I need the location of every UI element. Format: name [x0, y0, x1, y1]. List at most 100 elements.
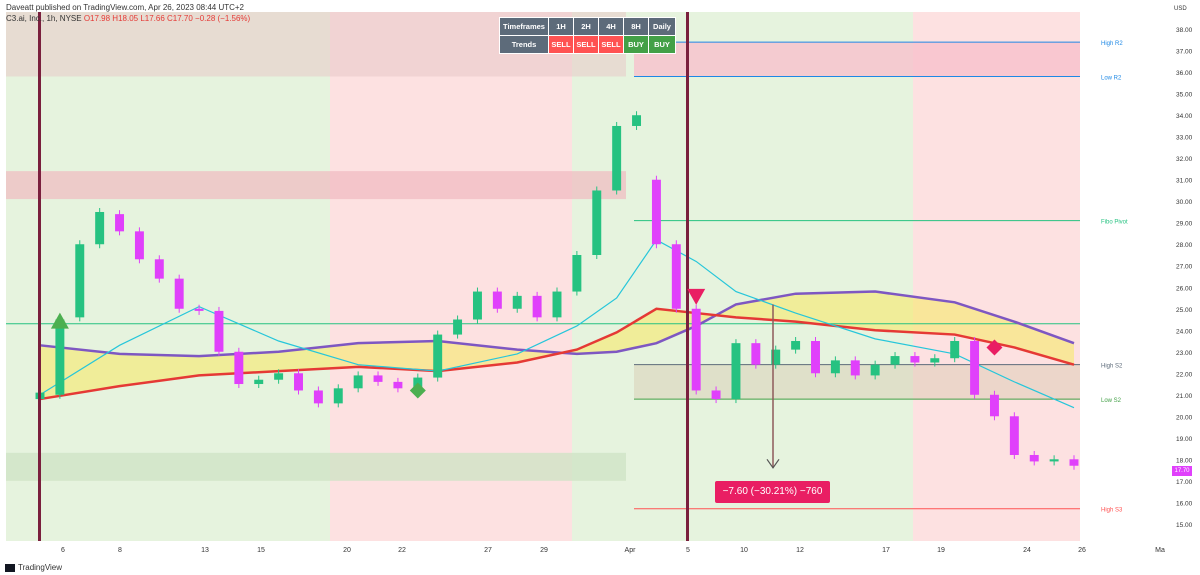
trend-zones [6, 12, 1080, 541]
candle-body [850, 360, 860, 376]
tf-2h: 2H [573, 17, 599, 36]
r2-box [634, 42, 1080, 77]
x-tick-label: 13 [201, 547, 209, 554]
candle-body [75, 244, 85, 318]
candle-body [1069, 459, 1079, 466]
axis-bg [1168, 0, 1200, 560]
signal-bars [38, 12, 780, 541]
ma-cloud-fill [40, 291, 1074, 400]
candle-body [234, 351, 244, 385]
last-price-tag: 17.70 [1172, 466, 1192, 476]
x-tick-label: 29 [540, 547, 548, 554]
trend-daily: BUY [648, 35, 676, 54]
y-tick-label: 22.00 [1176, 371, 1193, 378]
moving-averages [39, 239, 1075, 409]
candle-body [552, 291, 562, 318]
y-tick-label: 32.00 [1176, 156, 1193, 163]
level-label: Fibo Pivot [1101, 220, 1128, 226]
currency-label: USD [1174, 6, 1187, 12]
signal-bar [38, 12, 41, 541]
x-tick-label: 10 [740, 547, 748, 554]
y-tick-label: 36.00 [1176, 70, 1193, 77]
trend-4h: SELL [598, 35, 624, 54]
tf-8h: 8H [623, 17, 649, 36]
candle-body [751, 343, 761, 365]
x-tick-label: 6 [61, 547, 65, 554]
ma-cloud [40, 291, 1074, 400]
trend-table: Timeframes 1H 2H 4H 8H Daily Trends SELL… [499, 17, 676, 54]
x-tick-label: 15 [257, 547, 265, 554]
x-tick-label: Ma [1155, 547, 1165, 554]
y-tick-label: 37.00 [1176, 49, 1193, 56]
signal-bar [686, 12, 689, 541]
candle-body [154, 259, 164, 279]
candle-body [55, 319, 65, 395]
candle-body [214, 310, 224, 352]
candle-body [910, 356, 920, 363]
candle-body [771, 349, 781, 365]
trend-8h: BUY [623, 35, 649, 54]
x-tick-label: 17 [882, 547, 890, 554]
x-tick-label: 22 [398, 547, 406, 554]
y-tick-label: 28.00 [1176, 242, 1193, 249]
candle-body [612, 125, 622, 191]
level-label: Low R2 [1101, 76, 1122, 82]
level-label: High S3 [1101, 508, 1123, 514]
candle-body [134, 231, 144, 260]
candle-body [970, 341, 980, 395]
publish-info: Daveatt published on TradingView.com, Ap… [6, 3, 245, 12]
y-tick-label: 19.00 [1176, 436, 1193, 443]
candle-body [393, 381, 403, 389]
candle-body [254, 379, 264, 385]
candle-body [572, 254, 582, 292]
candle-body [890, 356, 900, 365]
y-tick-label: 29.00 [1176, 221, 1193, 228]
x-tick-label: 5 [686, 547, 690, 554]
mid-ma-line [39, 307, 1075, 401]
candle-body [115, 214, 125, 232]
y-tick-label: 27.00 [1176, 264, 1193, 271]
candle-body [830, 360, 840, 374]
candle-body [731, 343, 741, 400]
candle-body [1029, 454, 1039, 462]
y-tick-label: 20.00 [1176, 414, 1193, 421]
candle-body [651, 179, 661, 245]
candle-body [632, 115, 642, 126]
candle-body [532, 295, 542, 318]
y-tick-label: 34.00 [1176, 113, 1193, 120]
candle-body [930, 358, 940, 363]
y-tick-label: 25.00 [1176, 307, 1193, 314]
candle-body [671, 244, 681, 309]
slow-ma-line [39, 290, 1075, 358]
level-label: Low S2 [1101, 398, 1122, 404]
y-tick-label: 16.00 [1176, 500, 1193, 507]
candle-body [453, 319, 463, 335]
trend-2h: SELL [573, 35, 599, 54]
candle-body [95, 211, 105, 245]
candle-body [313, 390, 323, 404]
tradingview-logo-icon [5, 564, 15, 572]
ohlc-values: O17.98 H18.05 L17.66 C17.70 −0.28 (−1.56… [83, 14, 251, 23]
y-tick-label: 24.00 [1176, 328, 1193, 335]
x-tick-label: 24 [1023, 547, 1031, 554]
candle-body [274, 373, 284, 380]
level-label: High R2 [1101, 41, 1123, 47]
candle-body [950, 341, 960, 359]
candle-body [811, 341, 820, 374]
tf-1h: 1H [548, 17, 574, 36]
y-tick-label: 17.00 [1176, 479, 1193, 486]
candle-body [194, 308, 204, 311]
candle-body [174, 278, 184, 309]
y-tick-label: 15.00 [1176, 522, 1193, 529]
candle-body [791, 341, 801, 350]
candle-body [433, 334, 443, 378]
candle-body [353, 375, 363, 389]
buy-triangle-icon [50, 312, 69, 329]
sell-diamond-icon [986, 339, 1003, 356]
candle-body [691, 308, 701, 391]
y-tick-label: 21.00 [1176, 393, 1193, 400]
y-tick-label: 26.00 [1176, 285, 1193, 292]
y-tick-label: 38.00 [1176, 27, 1193, 34]
x-tick-label: 26 [1078, 547, 1086, 554]
